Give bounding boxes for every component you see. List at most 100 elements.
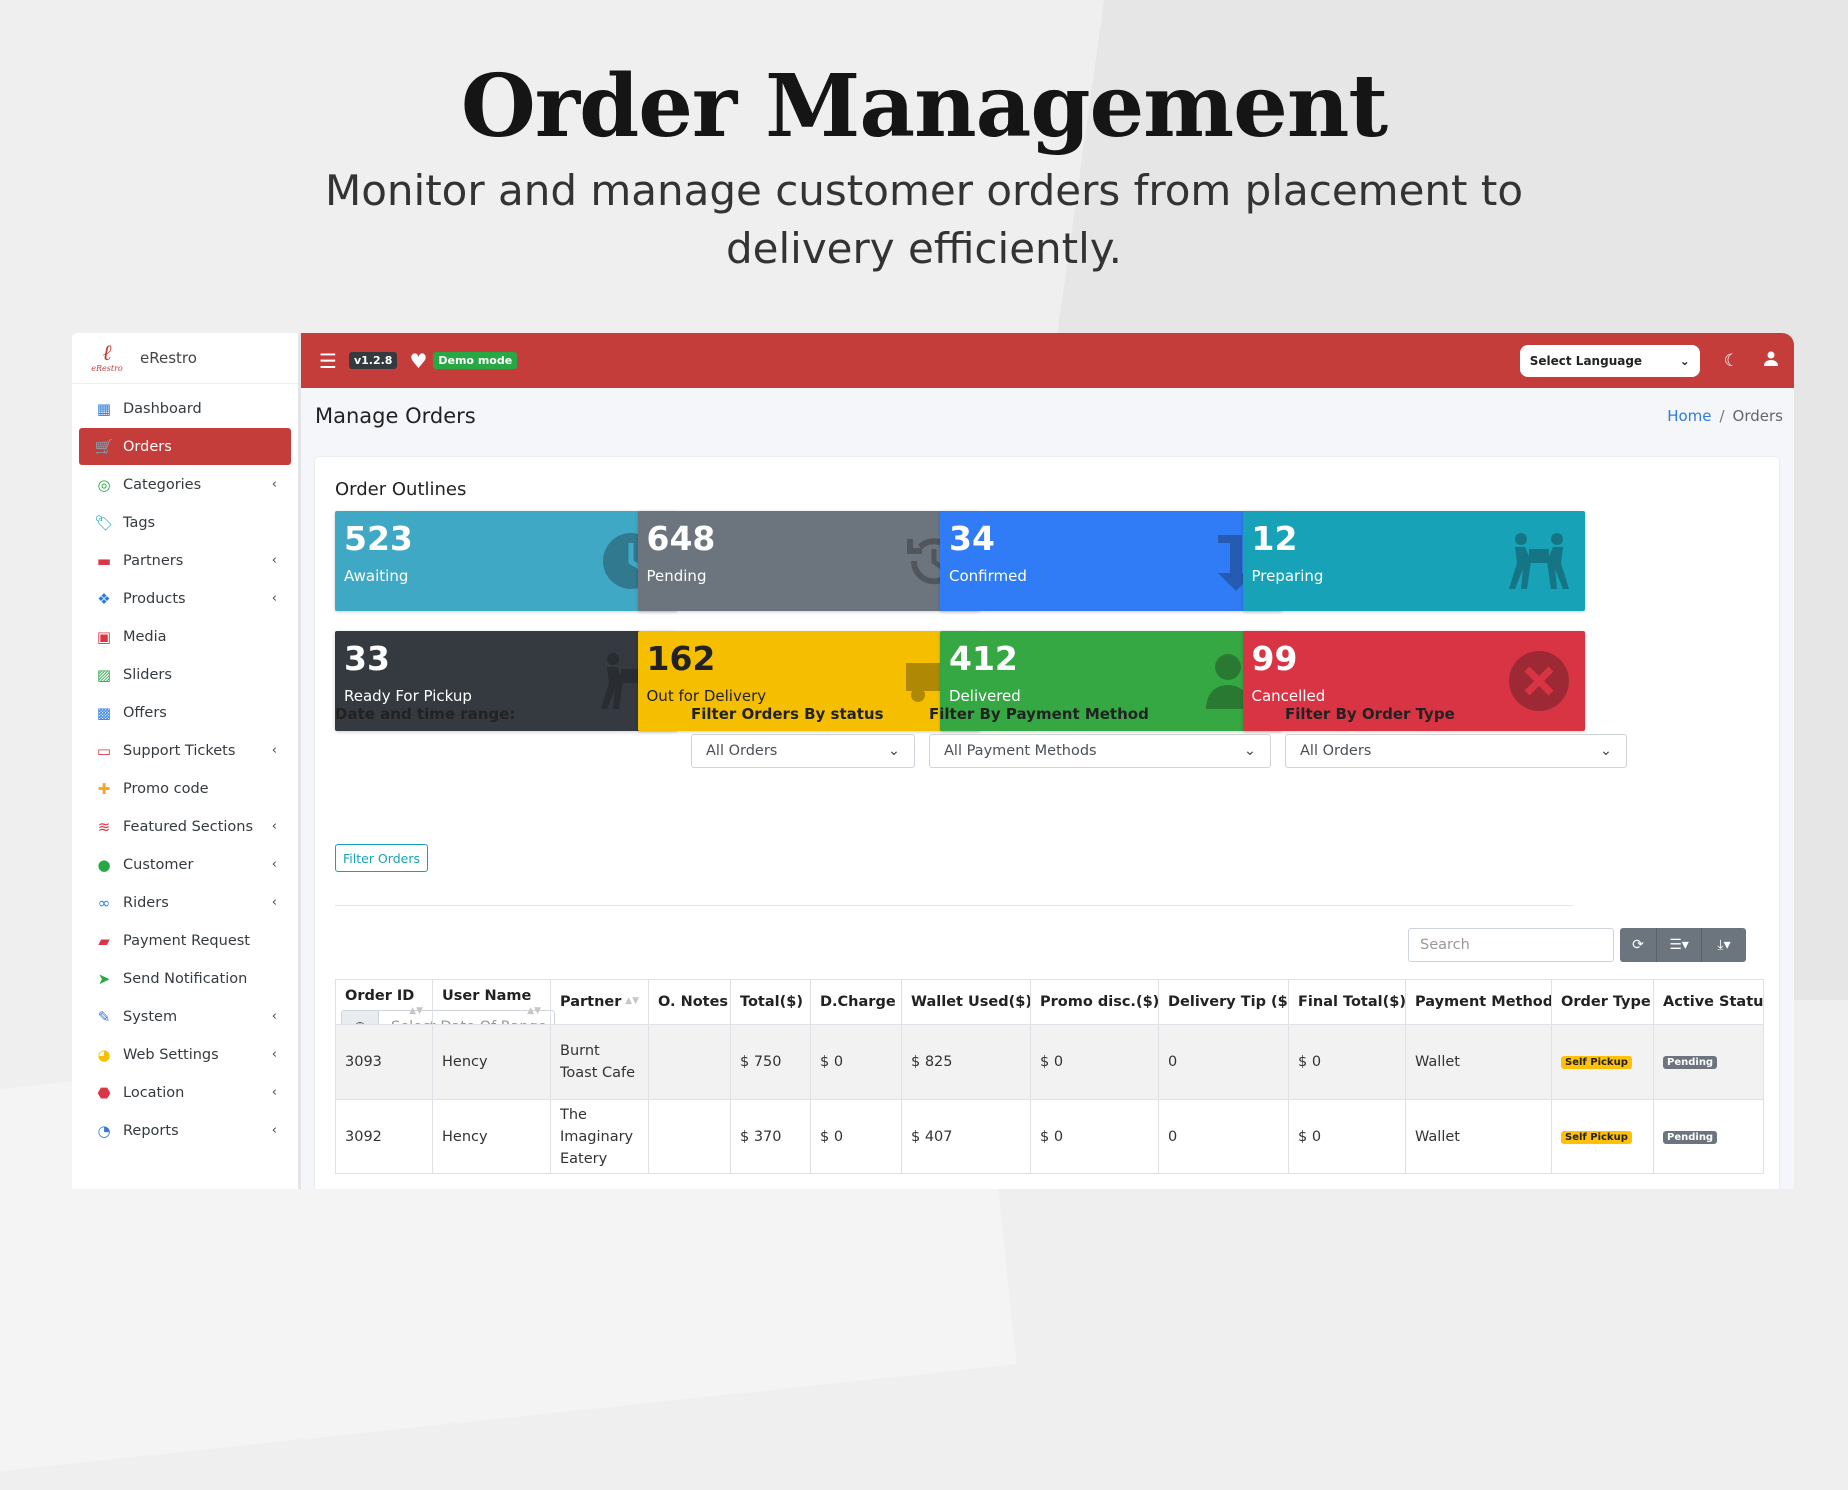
chevron-left-icon: ‹ bbox=[271, 591, 277, 606]
chevron-down-icon: ⌄ bbox=[887, 743, 900, 759]
brand-name: eRestro bbox=[140, 349, 197, 367]
sidebar-item-dashboard[interactable]: ▦ Dashboard bbox=[79, 390, 291, 427]
column-header-o-notes[interactable]: O. Notes bbox=[648, 979, 731, 1025]
status-filter-label: Filter Orders By status bbox=[691, 705, 884, 723]
hero-subtitle: Monitor and manage customer orders from … bbox=[324, 166, 1524, 273]
column-header-final-total[interactable]: Final Total($) bbox=[1288, 979, 1406, 1025]
heartbeat-icon: ♥ bbox=[409, 348, 428, 373]
column-header-order-id[interactable]: Order ID ▲▼ bbox=[335, 979, 433, 1025]
orders-table: Order ID ▲▼ User Name ▲▼ Partner ▲▼ O. Notes To… bbox=[335, 979, 1764, 1174]
column-header-active-status[interactable]: Active Status bbox=[1653, 979, 1764, 1025]
app-window: ℓ eRestro eRestro ▦ Dashboard 🛒 Orders ◎ Cate… bbox=[72, 333, 1794, 1189]
puzzle-icon: ✚ bbox=[97, 779, 111, 798]
column-header-payment-method[interactable]: Payment Method bbox=[1405, 979, 1552, 1025]
status-filter-select[interactable]: All Orders ⌄ bbox=[691, 734, 915, 768]
times-circle-icon bbox=[1507, 649, 1571, 713]
column-header-order-type[interactable]: Order Type bbox=[1551, 979, 1654, 1025]
column-header-user-name[interactable]: User Name ▲▼ bbox=[432, 979, 551, 1025]
sidebar-item-web-settings[interactable]: ◕ Web Settings ‹ bbox=[79, 1036, 291, 1073]
stat-label: Pending bbox=[646, 567, 707, 585]
people-carry-icon bbox=[1507, 529, 1571, 593]
cell-wallet: $ 407 bbox=[901, 1099, 1031, 1174]
table-row[interactable]: 3093 Hency Burnt Toast Cafe $ 750 $ 0 $ 825 $ … bbox=[335, 1024, 1764, 1100]
table-row[interactable]: 3092 Hency The Imaginary Eatery $ 370 $ 0 $ 4… bbox=[335, 1099, 1764, 1174]
stat-label: Delivered bbox=[949, 687, 1021, 705]
dark-mode-icon[interactable]: ☾ bbox=[1723, 350, 1739, 371]
sort-icon: ▲▼ bbox=[409, 1006, 423, 1016]
cart-icon: 🛒 bbox=[94, 437, 114, 456]
stat-card-pending[interactable]: 648 Pending bbox=[637, 511, 980, 611]
stat-card-out-for-delivery[interactable]: 162 Out for Delivery bbox=[637, 631, 980, 731]
sidebar-item-promo-code[interactable]: ✚ Promo code bbox=[79, 770, 291, 807]
cell-final: $ 0 bbox=[1288, 1099, 1406, 1174]
chevron-left-icon: ‹ bbox=[271, 1123, 277, 1138]
column-header-delivery-tip[interactable]: Delivery Tip ($) bbox=[1158, 979, 1289, 1025]
sidebar-item-label: Media bbox=[123, 628, 167, 645]
stat-card-ready-for-pickup[interactable]: 33 Ready For Pickup bbox=[335, 631, 677, 731]
stat-value: 99 bbox=[1251, 639, 1298, 678]
sidebar-item-payment-request[interactable]: ▰ Payment Request bbox=[79, 922, 291, 959]
main-content: ☰ v1.2.8 ♥ Demo mode Select Language ⌄ ☾ … bbox=[298, 333, 1794, 1189]
stat-card-confirmed[interactable]: 34 Confirmed bbox=[940, 511, 1282, 611]
sidebar-item-featured-sections[interactable]: ≋ Featured Sections ‹ bbox=[79, 808, 291, 845]
filter-orders-button[interactable]: Filter Orders bbox=[335, 844, 428, 872]
sidebar-item-label: Offers bbox=[123, 704, 167, 721]
sidebar-item-label: Sliders bbox=[123, 666, 172, 683]
chevron-left-icon: ‹ bbox=[271, 1085, 277, 1100]
sidebar-item-media[interactable]: ▣ Media bbox=[79, 618, 291, 655]
sidebar-item-label: Tags bbox=[123, 514, 156, 531]
sidebar-item-products[interactable]: ❖ Products ‹ bbox=[79, 580, 291, 617]
sidebar-item-orders[interactable]: 🛒 Orders bbox=[79, 428, 291, 465]
column-header-d-charge[interactable]: D.Charge bbox=[810, 979, 902, 1025]
sidebar-item-customer[interactable]: ● Customer ‹ bbox=[79, 846, 291, 883]
sidebar-item-categories[interactable]: ◎ Categories ‹ bbox=[79, 466, 291, 503]
stat-card-preparing[interactable]: 12 Preparing bbox=[1242, 511, 1585, 611]
map-marker-icon: ⬣ bbox=[97, 1083, 111, 1102]
payment-filter-label: Filter By Payment Method bbox=[929, 705, 1149, 723]
sidebar-item-send-notification[interactable]: ➤ Send Notification bbox=[79, 960, 291, 997]
page-title: Manage Orders bbox=[315, 404, 476, 428]
table-header-row: Order ID ▲▼ User Name ▲▼ Partner ▲▼ O. Notes To… bbox=[335, 979, 1764, 1025]
column-header-wallet-used[interactable]: Wallet Used($) bbox=[901, 979, 1031, 1025]
demo-mode-badge: Demo mode bbox=[433, 352, 518, 369]
sidebar-item-tags[interactable]: 🏷 Tags bbox=[79, 504, 291, 541]
cell-type: Self Pickup bbox=[1551, 1024, 1654, 1100]
order-type-filter-label: Filter By Order Type bbox=[1285, 705, 1455, 723]
stat-card-cancelled[interactable]: 99 Cancelled bbox=[1242, 631, 1585, 731]
cell-partner: The Imaginary Eatery bbox=[550, 1099, 649, 1174]
stat-label: Awaiting bbox=[344, 567, 409, 585]
stat-card-delivered[interactable]: 412 Delivered bbox=[940, 631, 1282, 731]
language-select[interactable]: Select Language ⌄ bbox=[1519, 344, 1700, 377]
menu-icon[interactable]: ☰ bbox=[319, 348, 337, 373]
payment-filter-select[interactable]: All Payment Methods ⌄ bbox=[929, 734, 1271, 768]
cell-dcharge: $ 0 bbox=[810, 1024, 902, 1100]
export-button[interactable]: ⤓▾ bbox=[1702, 928, 1746, 962]
sidebar-item-partners[interactable]: ▬ Partners ‹ bbox=[79, 542, 291, 579]
refresh-button[interactable]: ⟳ bbox=[1620, 928, 1657, 962]
column-header-total[interactable]: Total($) bbox=[730, 979, 811, 1025]
table-search-input[interactable]: Search bbox=[1408, 928, 1614, 962]
brand-logo: ℓ eRestro bbox=[91, 340, 123, 373]
breadcrumb-home-link[interactable]: Home bbox=[1667, 407, 1712, 425]
sidebar-item-label: Orders bbox=[123, 438, 172, 455]
stat-value: 33 bbox=[344, 639, 390, 678]
sidebar-item-offers[interactable]: ▩ Offers bbox=[79, 694, 291, 731]
column-header-partner[interactable]: Partner ▲▼ bbox=[550, 979, 649, 1025]
column-header-promo-disc[interactable]: Promo disc.($) bbox=[1030, 979, 1159, 1025]
sidebar-item-sliders[interactable]: ▨ Sliders bbox=[79, 656, 291, 693]
stat-label: Out for Delivery bbox=[646, 687, 767, 705]
sidebar-item-location[interactable]: ⬣ Location ‹ bbox=[79, 1074, 291, 1111]
table-toolbar: ⟳ ☰▾ ⤓▾ bbox=[1620, 928, 1746, 962]
sidebar-item-label: Support Tickets bbox=[123, 742, 236, 759]
stat-value: 12 bbox=[1251, 519, 1298, 558]
columns-button[interactable]: ☰▾ bbox=[1657, 928, 1702, 962]
sidebar-item-reports[interactable]: ◔ Reports ‹ bbox=[79, 1112, 291, 1149]
cell-promo: $ 0 bbox=[1030, 1024, 1159, 1100]
user-icon[interactable] bbox=[1763, 350, 1779, 371]
brand[interactable]: ℓ eRestro eRestro bbox=[72, 333, 298, 384]
sidebar-item-support-tickets[interactable]: ▭ Support Tickets ‹ bbox=[79, 732, 291, 769]
sidebar-item-system[interactable]: ✎ System ‹ bbox=[79, 998, 291, 1035]
cell-total: $ 750 bbox=[730, 1024, 811, 1100]
order-type-filter-select[interactable]: All Orders ⌄ bbox=[1285, 734, 1627, 768]
sidebar-item-riders[interactable]: ∞ Riders ‹ bbox=[79, 884, 291, 921]
